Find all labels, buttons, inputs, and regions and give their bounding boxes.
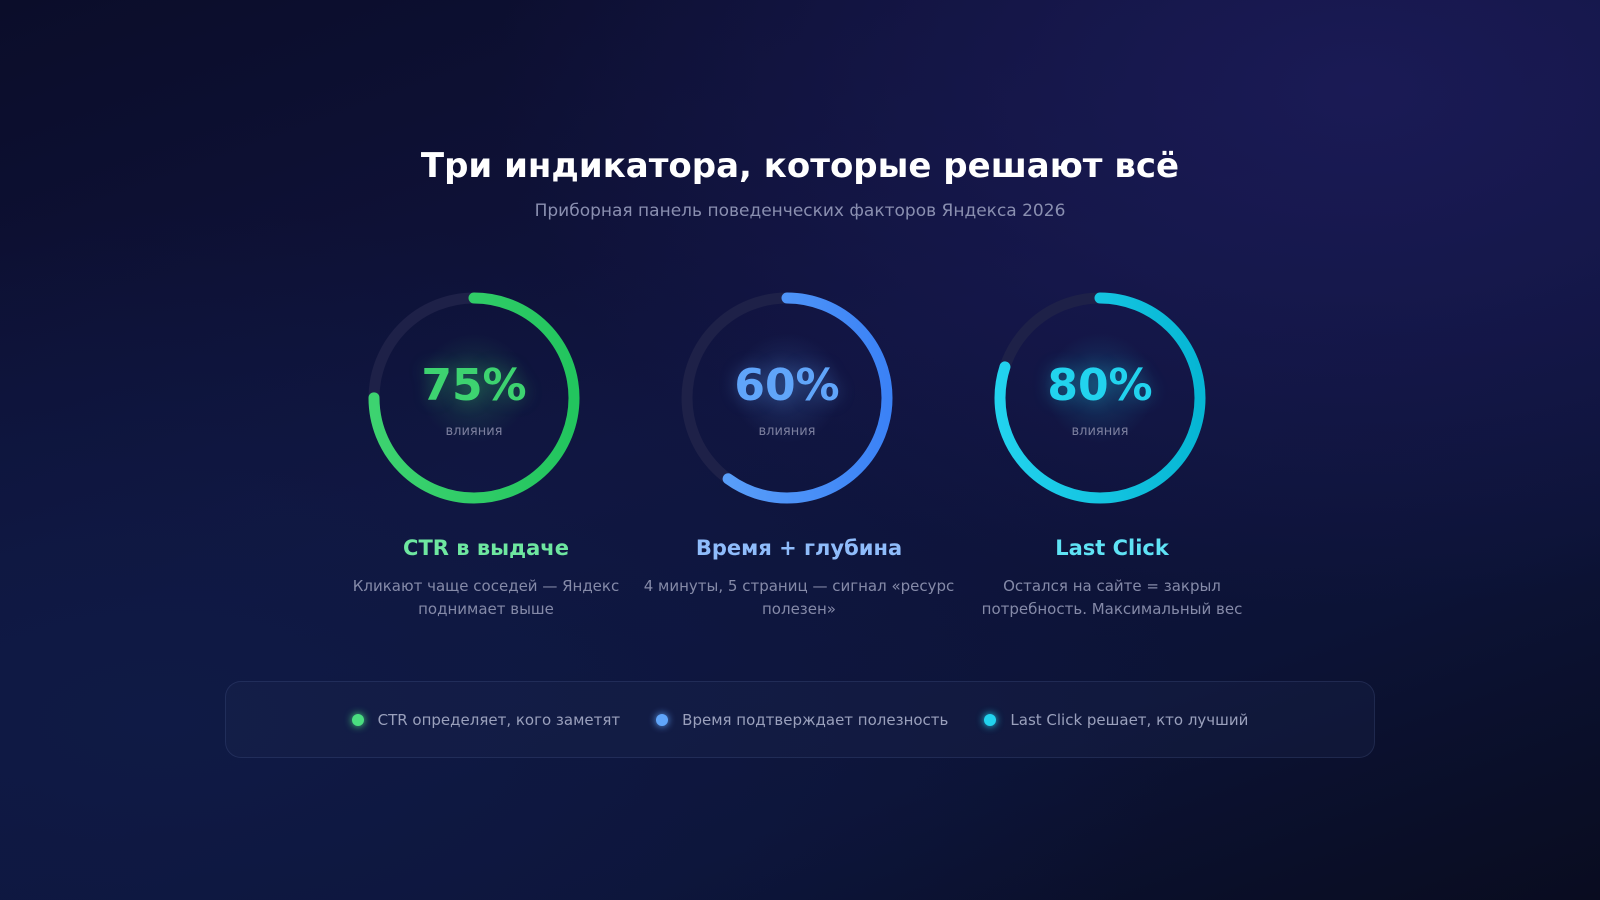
green-dot-icon bbox=[351, 713, 364, 726]
gauge-time: 60% влияния bbox=[677, 288, 897, 508]
indicator-title: CTR в выдаче bbox=[403, 536, 569, 560]
gauge-percent: 60% bbox=[734, 360, 840, 411]
indicator-description: Кликают чаще соседей — Яндекс поднимает … bbox=[352, 577, 620, 618]
legend-item-time: Время подтверждает полезность bbox=[656, 711, 948, 729]
legend-text: CTR определяет, кого заметят bbox=[377, 710, 621, 729]
gauge-percent: 75% bbox=[421, 360, 527, 411]
legend-text: Last Click решает, кто лучший bbox=[1010, 710, 1249, 729]
blue-dot-icon bbox=[656, 713, 669, 726]
gauge-label: влияния bbox=[1071, 424, 1129, 439]
page-subtitle: Приборная панель поведенческих факторов … bbox=[534, 201, 1066, 221]
gauge-lastclick: 80% влияния bbox=[990, 288, 1210, 508]
gauge-glow bbox=[1045, 333, 1155, 443]
gauge-percent: 80% bbox=[1047, 360, 1153, 411]
legend-item-lastclick: Last Click решает, кто лучший bbox=[984, 711, 1248, 729]
gauge-label: влияния bbox=[445, 424, 503, 439]
legend-text: Время подтверждает полезность bbox=[682, 710, 949, 729]
gauge-glow bbox=[732, 333, 842, 443]
gauge-glow bbox=[419, 333, 529, 443]
gauge-progress-arc bbox=[681, 292, 893, 504]
gauge-progress-arc bbox=[368, 292, 580, 504]
legend-panel: CTR определяет, кого заметят Время подтв… bbox=[225, 681, 1375, 758]
gauge-label: влияния bbox=[758, 424, 816, 439]
page-title: Три индикатора, которые решают всё bbox=[420, 146, 1180, 186]
gauge-progress-arc bbox=[994, 292, 1206, 504]
indicator-title: Время + глубина bbox=[695, 536, 903, 560]
gauge-ctr: 75% влияния bbox=[364, 288, 584, 508]
indicator-description: Остался на сайте = закрыл потребность. М… bbox=[981, 577, 1243, 618]
legend-item-ctr: CTR определяет, кого заметят bbox=[351, 710, 621, 729]
indicator-title: Last Click bbox=[1055, 536, 1169, 560]
indicator-description: 4 минуты, 5 страниц — сигнал «ресурс пол… bbox=[643, 577, 955, 618]
cyan-dot-icon bbox=[984, 713, 997, 726]
